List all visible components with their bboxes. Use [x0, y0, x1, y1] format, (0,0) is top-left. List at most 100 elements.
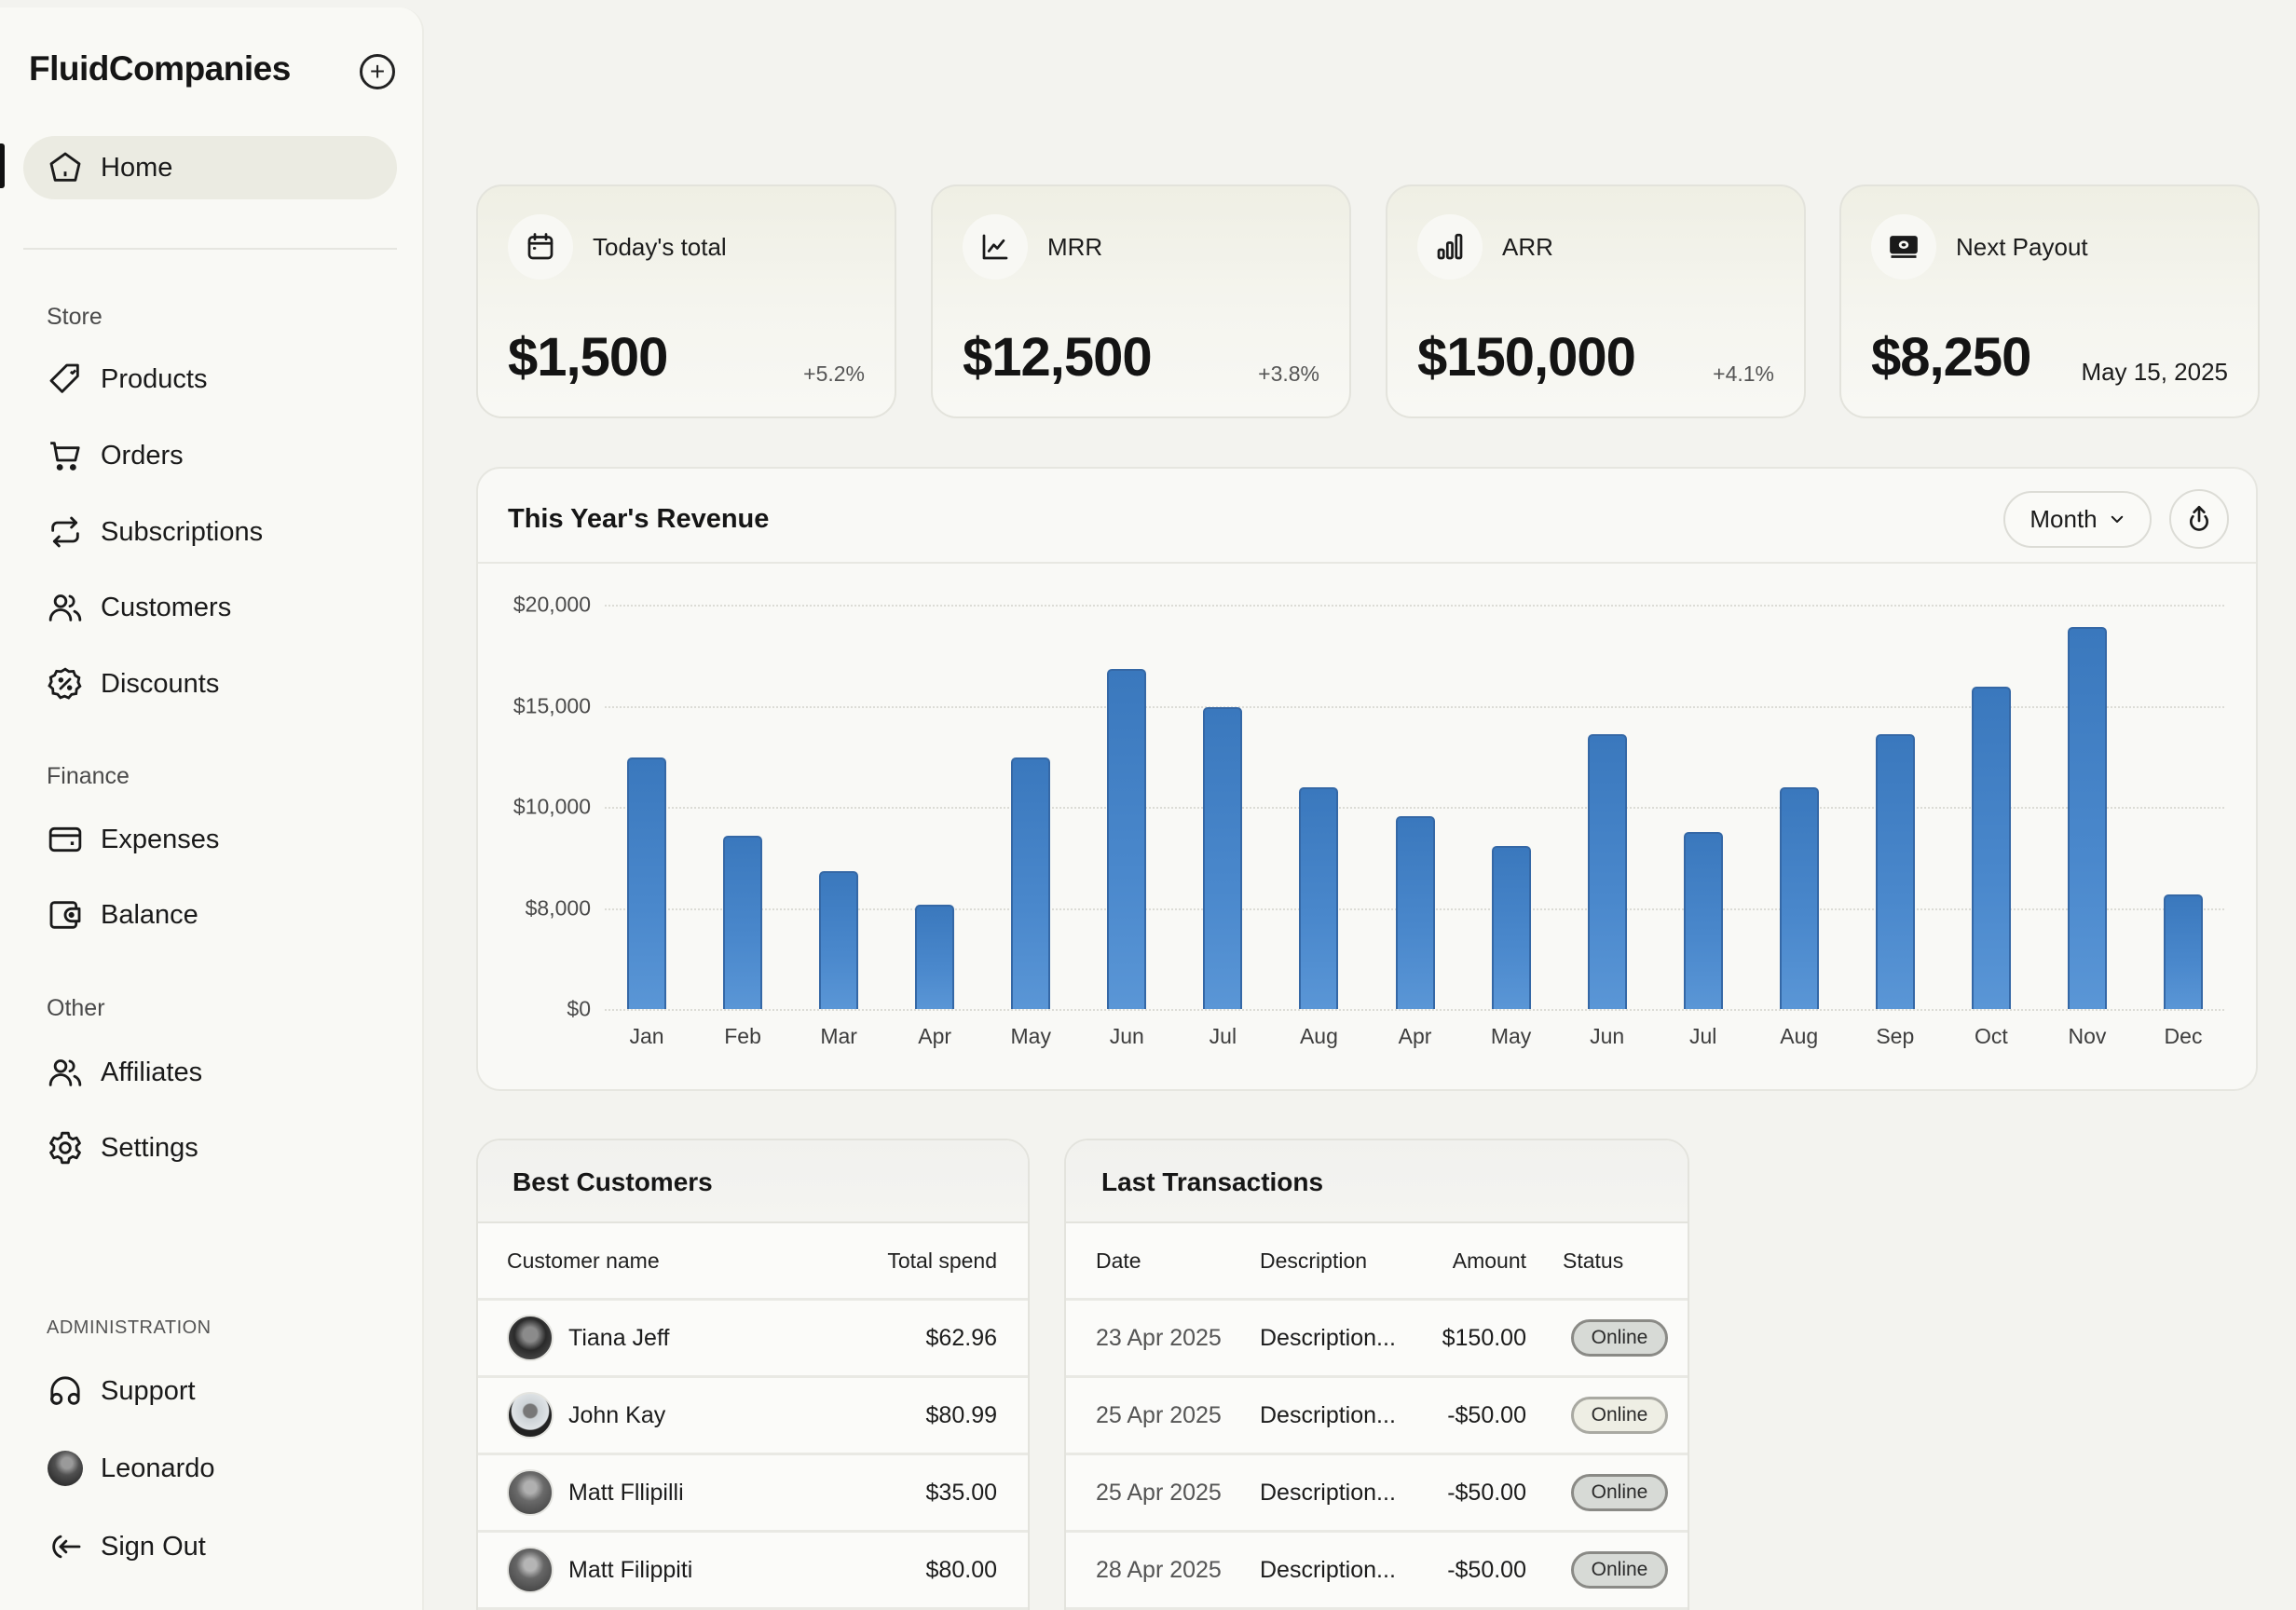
table-row[interactable]: Tiana Jeff $62.96: [478, 1301, 1028, 1378]
table-row[interactable]: 25 Apr 2025 Description... -$50.00 Onlin…: [1066, 1455, 1688, 1533]
sidebar-item-products[interactable]: Products: [23, 348, 397, 411]
customer-name: John Kay: [568, 1401, 666, 1428]
column-header-description: Description: [1260, 1248, 1368, 1273]
customer-name: Matt Fllipilli: [568, 1479, 684, 1506]
chart-title: This Year's Revenue: [508, 504, 770, 534]
sidebar-item-profile[interactable]: Leonardo: [23, 1437, 397, 1500]
credit-card-icon: [46, 820, 85, 859]
status-badge: Online: [1571, 1551, 1668, 1589]
chart-bar[interactable]: [1395, 815, 1435, 1009]
x-axis-tick: Apr: [918, 1024, 952, 1048]
best-customers-card: Best Customers Customer name Total spend…: [476, 1139, 1030, 1610]
chart-bar[interactable]: [1107, 669, 1147, 1009]
banknote-icon: [1871, 214, 1936, 280]
sidebar-divider: [23, 248, 397, 250]
stat-value: $8,250: [1871, 327, 2031, 388]
avatar: [46, 1449, 85, 1488]
x-axis-tick: Jul: [1688, 1024, 1717, 1048]
transaction-description: Description...: [1260, 1479, 1396, 1506]
section-label-administration: ADMINISTRATION: [47, 1317, 212, 1338]
sidebar-item-label: Leonardo: [101, 1453, 215, 1483]
section-label-finance: Finance: [47, 763, 130, 789]
sidebar-item-home[interactable]: Home: [23, 136, 397, 199]
table-row[interactable]: 23 Apr 2025 Description... $150.00 Onlin…: [1066, 1301, 1688, 1378]
card-header: Last Transactions: [1066, 1140, 1688, 1223]
stat-value: $12,500: [963, 327, 1153, 388]
sidebar-item-label: Home: [101, 152, 173, 183]
x-axis-tick: Nov: [2068, 1024, 2107, 1048]
column-header-total-spend: Total spend: [887, 1248, 997, 1273]
chart-bar[interactable]: [1683, 832, 1723, 1009]
stat-card-next-payout: Next Payout $8,250 May 15, 2025: [1839, 184, 2260, 418]
stat-value: $1,500: [508, 327, 668, 388]
sidebar-item-label: Support: [101, 1375, 196, 1406]
export-button[interactable]: [2169, 489, 2229, 549]
table-row[interactable]: Matt Filippiti $80.00: [478, 1533, 1028, 1610]
chart-bar[interactable]: [915, 905, 955, 1009]
transaction-description: Description...: [1260, 1401, 1396, 1428]
stat-delta: +3.8%: [1258, 362, 1319, 386]
chart-bar[interactable]: [627, 757, 666, 1009]
status-badge: Online: [1571, 1319, 1668, 1357]
discount-badge-icon: [46, 664, 85, 703]
chart-bar[interactable]: [1875, 733, 1915, 1009]
x-axis-tick: Jun: [1109, 1024, 1144, 1048]
chart-bar[interactable]: [1971, 686, 2011, 1009]
add-workspace-button[interactable]: +: [360, 54, 395, 89]
sidebar-item-sign-out[interactable]: Sign Out: [23, 1515, 397, 1578]
bar-chart-icon: [1417, 214, 1483, 280]
section-label-store: Store: [47, 304, 102, 330]
sidebar-item-label: Discounts: [101, 668, 220, 699]
column-header-date: Date: [1096, 1248, 1141, 1273]
sidebar-item-subscriptions[interactable]: Subscriptions: [23, 500, 397, 564]
table-row[interactable]: Matt Fllipilli $35.00: [478, 1455, 1028, 1533]
last-transactions-card: Last Transactions Date Description Amoun…: [1064, 1139, 1689, 1610]
stat-label: Today's total: [593, 233, 727, 261]
stat-card-arr: ARR $150,000 +4.1%: [1386, 184, 1806, 418]
sidebar-item-balance[interactable]: Balance: [23, 883, 397, 947]
stat-card-mrr: MRR $12,500 +3.8%: [931, 184, 1351, 418]
stat-value: $150,000: [1417, 327, 1636, 388]
chart-bar[interactable]: [1299, 787, 1339, 1009]
sidebar-item-support[interactable]: Support: [23, 1359, 397, 1423]
sidebar-item-customers[interactable]: Customers: [23, 576, 397, 639]
total-spend: $80.00: [925, 1556, 997, 1583]
table-row[interactable]: 25 Apr 2025 Description... -$50.00 Onlin…: [1066, 1378, 1688, 1455]
chart-bar[interactable]: [1779, 787, 1819, 1009]
chart-bar[interactable]: [1587, 733, 1627, 1009]
sidebar-item-orders[interactable]: Orders: [23, 424, 397, 487]
chart-bar[interactable]: [2164, 894, 2203, 1009]
stat-label: MRR: [1047, 233, 1103, 261]
plus-icon: +: [369, 57, 386, 86]
avatar: [507, 1547, 554, 1593]
sidebar-item-discounts[interactable]: Discounts: [23, 652, 397, 716]
gridline: [605, 705, 2224, 708]
y-axis-tick: $10,000: [512, 794, 591, 819]
sidebar-item-affiliates[interactable]: Affiliates: [23, 1041, 397, 1104]
cart-icon: [46, 436, 85, 475]
x-axis-tick: Dec: [2164, 1024, 2203, 1048]
chart-bar[interactable]: [1203, 706, 1243, 1009]
chart-bar[interactable]: [723, 836, 763, 1009]
status-badge: Online: [1571, 1397, 1668, 1434]
sidebar-item-label: Affiliates: [101, 1057, 203, 1087]
chart-bar[interactable]: [819, 871, 859, 1009]
sidebar-item-settings[interactable]: Settings: [23, 1116, 397, 1180]
transaction-description: Description...: [1260, 1556, 1396, 1583]
chart-bar[interactable]: [1491, 846, 1531, 1009]
sidebar-item-label: Orders: [101, 440, 184, 471]
transaction-date: 23 Apr 2025: [1096, 1324, 1222, 1351]
chart-bar[interactable]: [2067, 626, 2107, 1009]
column-header-status: Status: [1563, 1248, 1624, 1273]
table-row[interactable]: John Kay $80.99: [478, 1378, 1028, 1455]
sidebar-item-expenses[interactable]: Expenses: [23, 808, 397, 871]
period-dropdown[interactable]: Month: [2003, 491, 2152, 548]
table-row[interactable]: 28 Apr 2025 Description... -$50.00 Onlin…: [1066, 1533, 1688, 1610]
sidebar-item-label: Subscriptions: [101, 516, 264, 547]
table-header-row: Customer name Total spend: [478, 1223, 1028, 1301]
users-icon: [46, 1053, 85, 1092]
stat-label: ARR: [1502, 233, 1553, 261]
card-header: Best Customers: [478, 1140, 1028, 1223]
chart-bar[interactable]: [1011, 757, 1051, 1009]
x-axis-tick: Apr: [1398, 1024, 1432, 1048]
